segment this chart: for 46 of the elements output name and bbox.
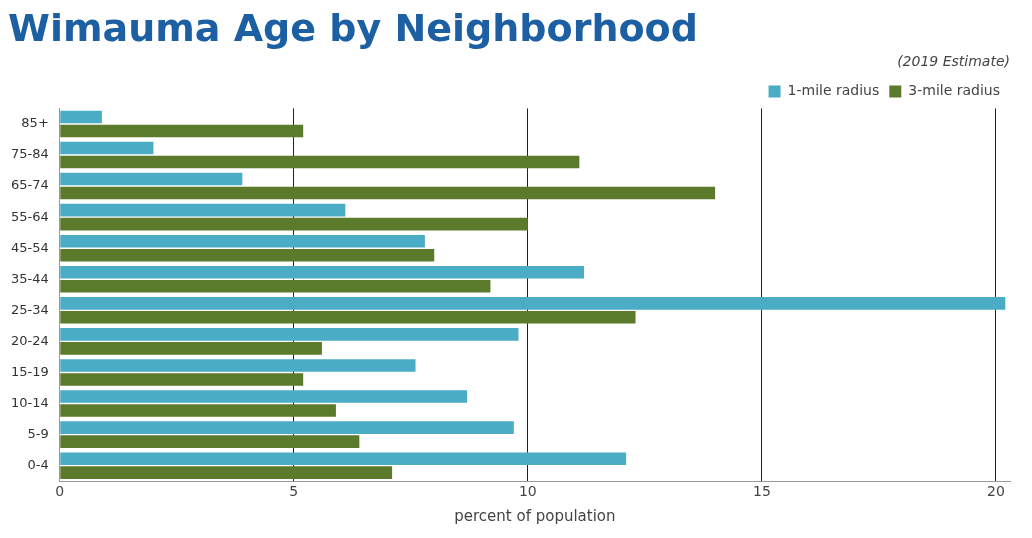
bar <box>60 421 514 434</box>
chart-title: Wimauma Age by Neighborhood <box>8 5 698 50</box>
y-tick-label: 5-9 <box>27 425 49 441</box>
bar <box>60 297 1006 310</box>
bar <box>60 124 304 138</box>
bar <box>60 265 585 279</box>
legend-label: 1-mile radius <box>787 82 880 99</box>
bar <box>60 203 346 217</box>
y-tick-label: 25-34 <box>10 301 49 317</box>
bar <box>60 234 425 248</box>
y-tick-label: 0-4 <box>27 457 49 473</box>
bar <box>60 435 360 448</box>
x-tick-label: 10 <box>518 483 537 500</box>
legend-label: 3-mile radius <box>908 82 1000 99</box>
y-tick-label: 65-74 <box>10 177 49 193</box>
bar <box>60 466 393 479</box>
bar <box>60 359 416 372</box>
x-tick-label: 15 <box>753 483 771 500</box>
bar <box>60 186 716 200</box>
bar <box>60 279 491 293</box>
y-tick-label: 75-84 <box>10 146 49 162</box>
bar <box>60 342 322 355</box>
bar <box>60 155 580 169</box>
y-tick-label: 45-54 <box>10 239 49 255</box>
y-tick-label: 15-19 <box>10 363 49 379</box>
bar <box>60 110 102 124</box>
x-tick-label: 0 <box>55 483 65 500</box>
bar <box>60 328 519 341</box>
bar <box>60 141 154 155</box>
y-tick-label: 20-24 <box>10 332 49 348</box>
chart-subtitle: (2019 Estimate) <box>897 52 1010 69</box>
bar <box>60 404 336 417</box>
y-tick-label: 10-14 <box>10 394 49 410</box>
bar <box>60 172 243 186</box>
x-axis-title: percent of population <box>454 506 616 525</box>
y-tick-label: 85+ <box>21 115 49 131</box>
y-tick-label: 55-64 <box>10 208 49 224</box>
bar <box>60 452 627 465</box>
bar <box>60 248 435 262</box>
y-tick-label: 35-44 <box>10 270 49 286</box>
x-tick-label: 20 <box>987 483 1005 500</box>
bar <box>60 311 636 324</box>
bar <box>60 373 304 386</box>
x-tick-label: 5 <box>289 483 299 500</box>
bar <box>60 390 468 403</box>
bar <box>60 217 528 231</box>
